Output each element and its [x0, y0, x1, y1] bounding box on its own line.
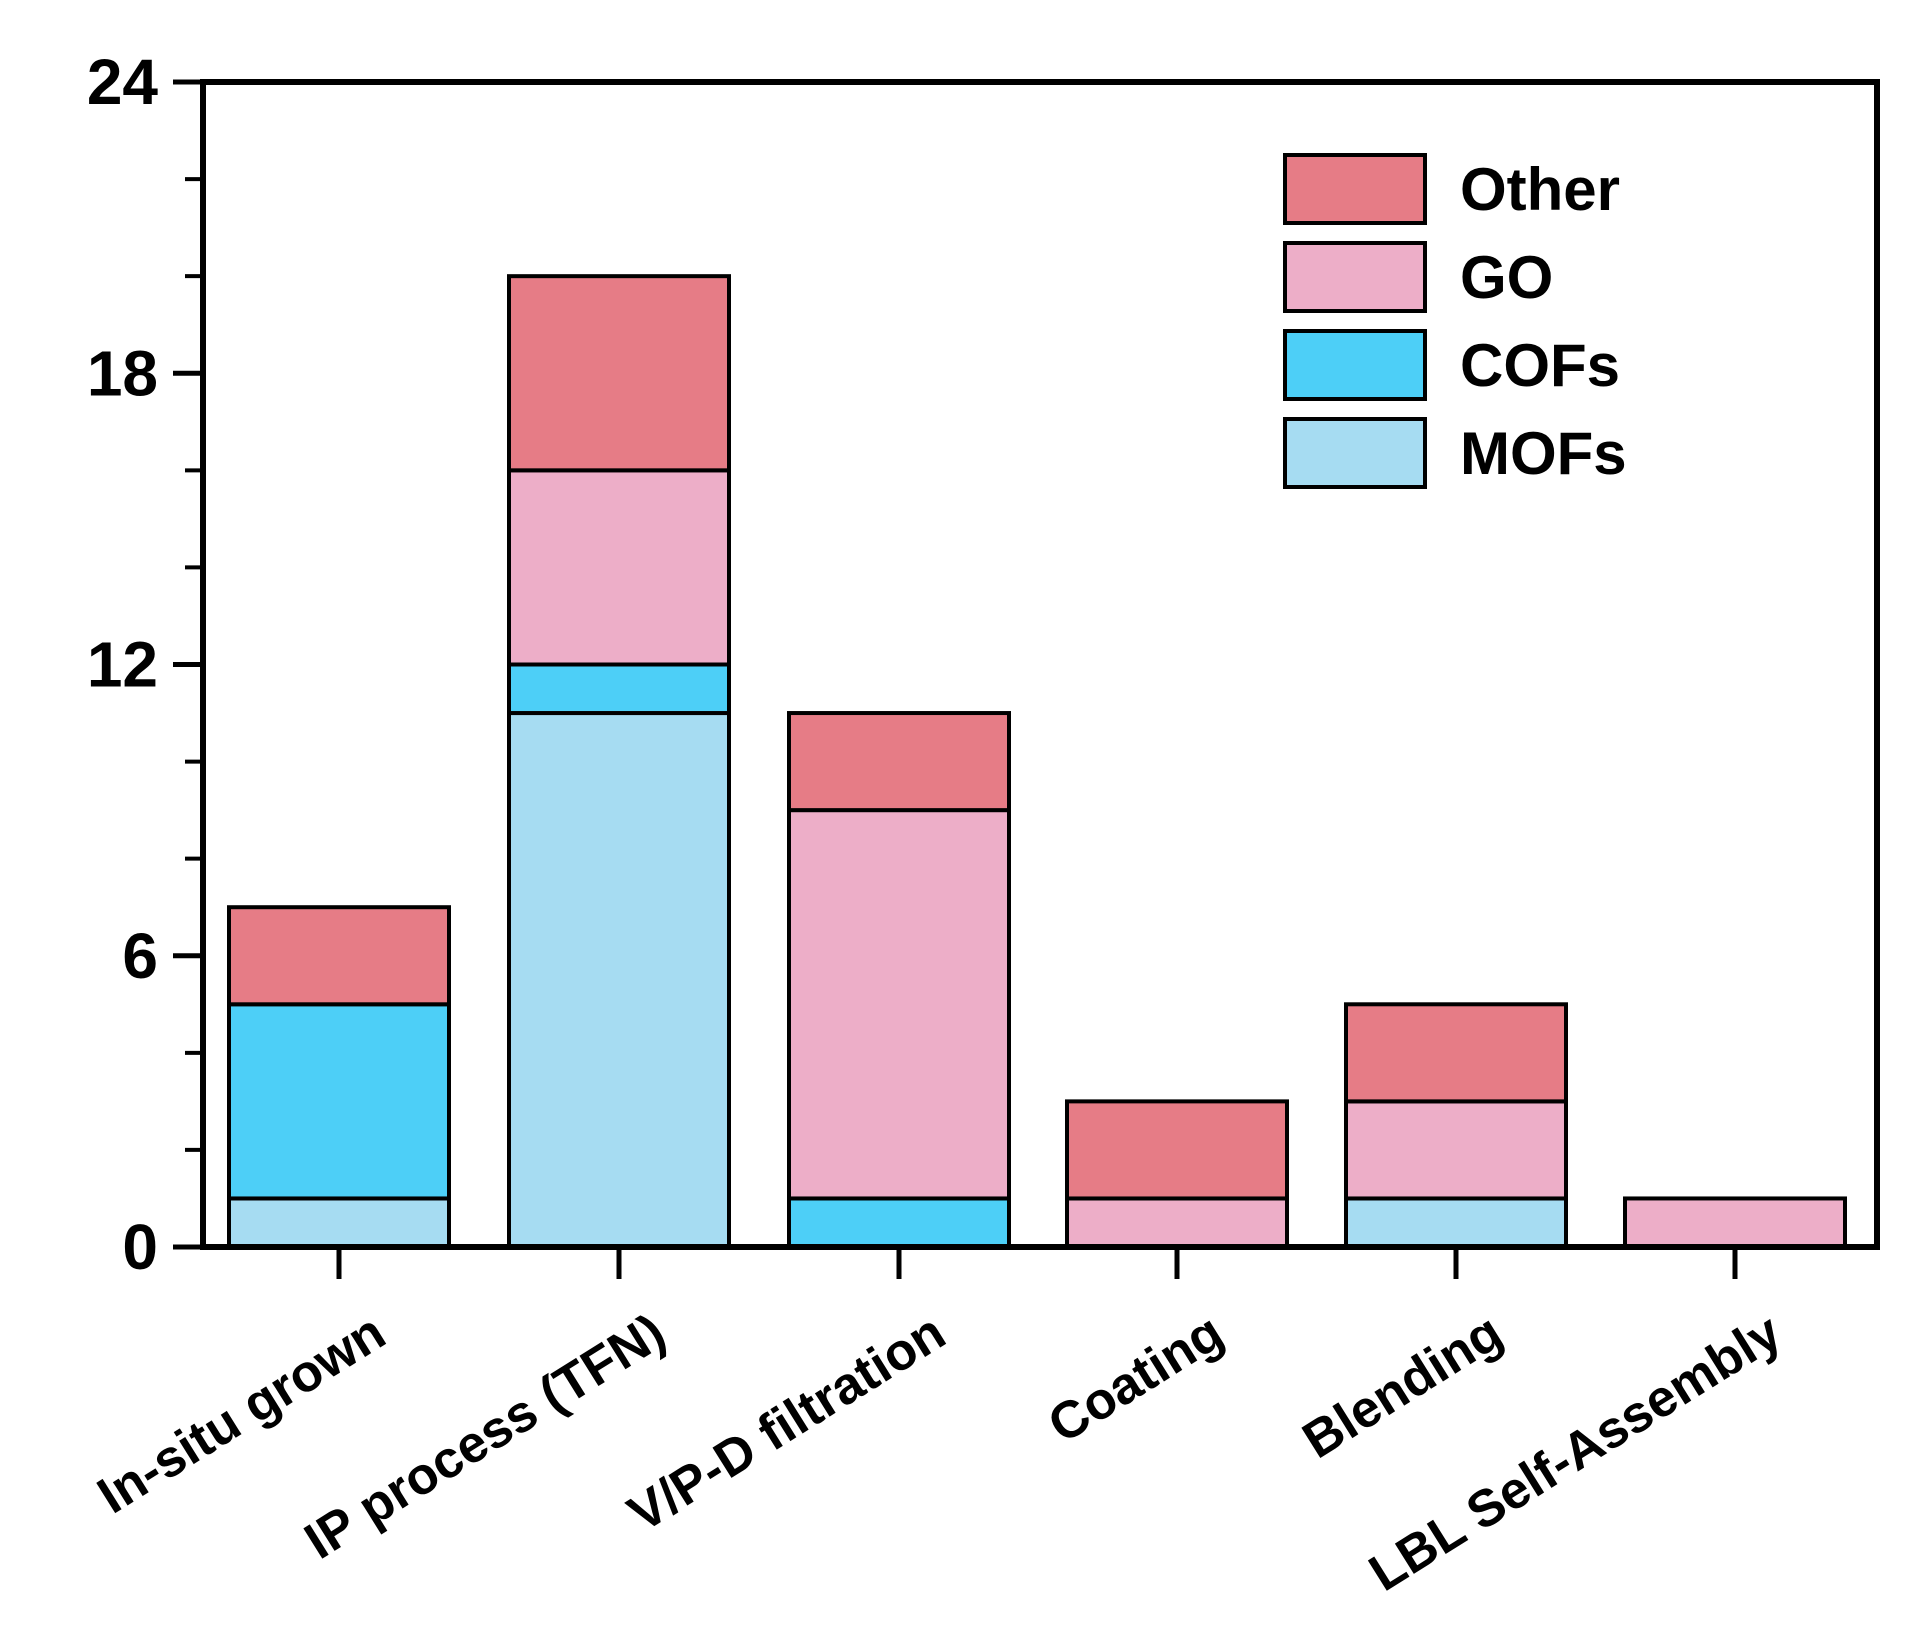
y-tick-label: 12: [87, 629, 158, 701]
bar-segment-cofs-0: [227, 1002, 451, 1201]
legend-swatch-go: [1283, 241, 1427, 313]
bar-segment-other-1: [507, 274, 731, 473]
legend-swatch-mofs: [1283, 417, 1427, 489]
legend-swatch-cofs: [1283, 329, 1427, 401]
bar-segment-other-0: [227, 905, 451, 1007]
bar-segment-other-4: [1344, 1002, 1568, 1104]
x-tick-label: Coating: [1038, 1303, 1233, 1455]
legend: Other GO COFs MOFs: [1283, 153, 1627, 489]
bar-segment-cofs-1: [507, 662, 731, 716]
bar-segment-other-2: [787, 711, 1011, 813]
y-tick-label: 0: [122, 1211, 158, 1283]
bar-segment-go-2: [787, 808, 1011, 1201]
legend-swatch-other: [1283, 153, 1427, 225]
bars-layer: [227, 274, 1847, 1250]
bar-segment-go-1: [507, 468, 731, 667]
plot-border: [200, 79, 1880, 1250]
bar-segment-go-3: [1065, 1196, 1289, 1250]
y-axis: 0 6 12 18 24: [87, 46, 203, 1283]
legend-label-other: Other: [1460, 156, 1620, 223]
legend-label-go: GO: [1460, 244, 1553, 311]
legend-label-cofs: COFs: [1460, 332, 1620, 399]
x-tick-label: Blending: [1293, 1303, 1512, 1470]
y-tick-label: 18: [87, 337, 158, 409]
y-tick-label: 24: [87, 46, 159, 118]
legend-label-mofs: MOFs: [1460, 420, 1627, 487]
bar-segment-go-5: [1623, 1196, 1847, 1250]
bar-segment-cofs-2: [787, 1196, 1011, 1250]
bar-segment-mofs-1: [507, 711, 731, 1249]
bar-segment-other-3: [1065, 1099, 1289, 1201]
plot-frame: [200, 79, 1880, 1250]
x-tick-label: V/P-D filtration: [618, 1303, 955, 1544]
y-tick-label: 6: [122, 920, 158, 992]
bar-segment-mofs-0: [227, 1196, 451, 1250]
bar-segment-mofs-4: [1344, 1196, 1568, 1250]
bar-segment-go-4: [1344, 1099, 1568, 1201]
